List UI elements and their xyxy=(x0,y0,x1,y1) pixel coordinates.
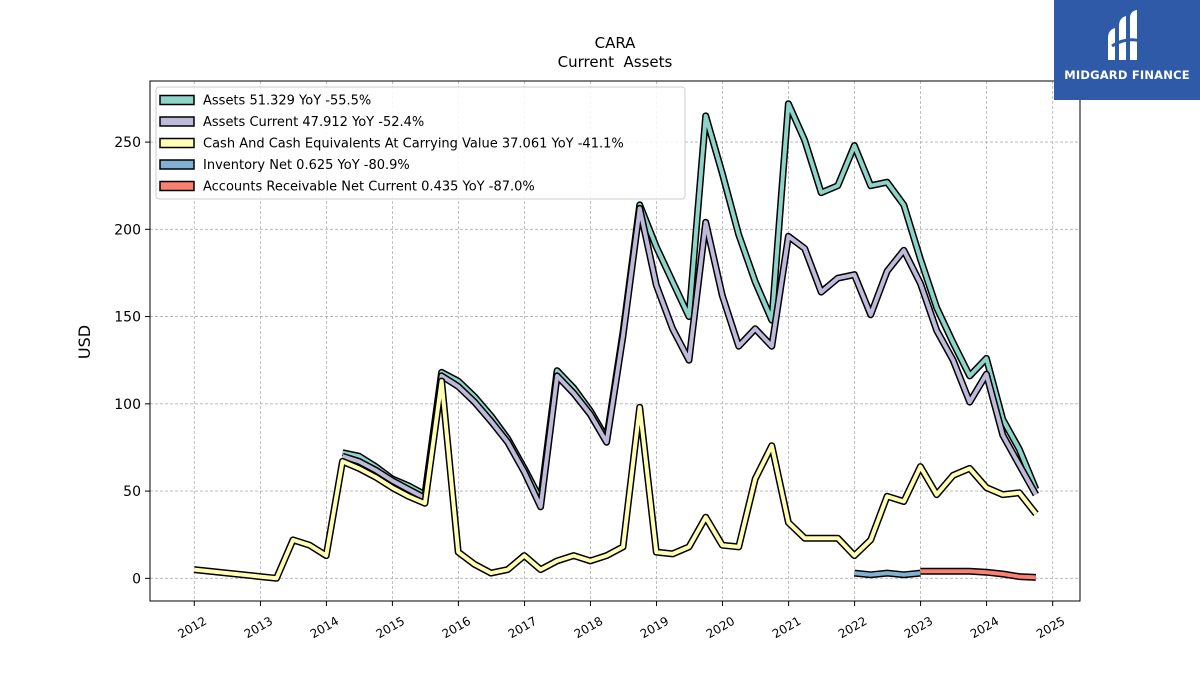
legend-box xyxy=(155,86,686,200)
x-tick-label: 2022 xyxy=(836,614,869,641)
series-line-1 xyxy=(341,206,1038,509)
brand-logo: MIDGARD FINANCE xyxy=(1054,0,1200,100)
series-line-0 xyxy=(342,101,1038,502)
x-tick-label: 2020 xyxy=(704,614,737,641)
x-tick-label: 2017 xyxy=(506,614,539,641)
x-tick-label: 2021 xyxy=(770,614,803,641)
y-tick-label: 250 xyxy=(114,135,141,151)
x-tick-label: 2013 xyxy=(242,614,275,641)
y-tick-label: 100 xyxy=(114,397,141,413)
x-tick-label: 2023 xyxy=(902,614,935,641)
legend-label: Assets 51.329 YoY -55.5% xyxy=(203,94,371,109)
series-line-4 xyxy=(920,569,1036,580)
legend-label: Accounts Receivable Net Current 0.435 Yo… xyxy=(203,180,535,195)
chart-title: CARA xyxy=(595,34,637,52)
x-tick-label: 2024 xyxy=(968,614,1001,641)
y-axis-label: USD xyxy=(75,325,94,359)
chart-subtitle: Current Assets xyxy=(558,53,673,71)
logo-text: MIDGARD FINANCE xyxy=(1064,68,1190,82)
legend-swatch xyxy=(159,116,195,127)
x-tick-label: 2016 xyxy=(440,614,473,641)
legend: Assets 51.329 YoY -55.5% Assets Current 4… xyxy=(155,86,686,200)
legend-swatch xyxy=(159,94,195,106)
series-line-2 xyxy=(193,379,1038,581)
series-layer xyxy=(193,100,1040,582)
y-tick-label: 150 xyxy=(114,310,141,326)
x-tick-label: 2014 xyxy=(308,614,341,641)
legend-label: Cash And Cash Equivalents At Carrying Va… xyxy=(203,137,624,152)
series-line-3 xyxy=(854,571,921,577)
x-tick-label: 2019 xyxy=(638,614,671,641)
x-tick-label: 2025 xyxy=(1034,614,1067,641)
y-tick-label: 50 xyxy=(123,484,141,500)
x-tick-label: 2015 xyxy=(374,614,407,641)
series-outline-2 xyxy=(193,377,1039,582)
legend-label: Assets Current 47.912 YoY -52.4% xyxy=(203,115,424,130)
legend-label: Inventory Net 0.625 YoY -80.9% xyxy=(203,158,410,173)
plot-frame xyxy=(149,80,1081,602)
x-tick-label: 2018 xyxy=(572,614,605,641)
legend-swatch xyxy=(159,159,195,170)
y-tick-label: 200 xyxy=(114,222,141,238)
y-tick-label: 0 xyxy=(132,571,141,587)
legend-swatch xyxy=(159,137,195,149)
midgard-logo-icon xyxy=(1108,10,1145,60)
legend-swatch xyxy=(159,180,195,192)
x-tick-label: 2012 xyxy=(176,614,209,641)
